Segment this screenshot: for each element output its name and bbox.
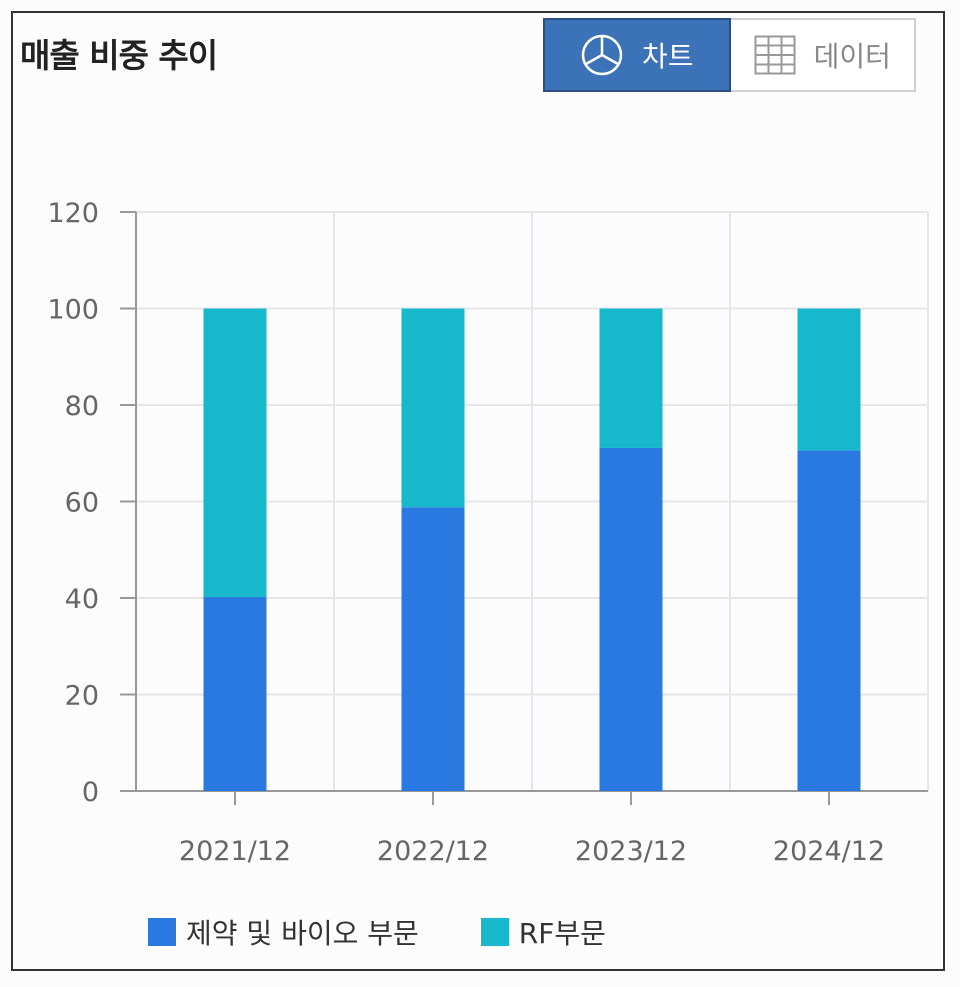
legend-item-series-1[interactable]: 제약 및 바이오 부문	[148, 912, 419, 952]
x-tick-label: 2022/12	[377, 836, 489, 867]
bar-2022-12-series-2	[401, 308, 465, 508]
x-tick-label: 2023/12	[575, 836, 687, 867]
y-tick-label: 120	[47, 198, 99, 229]
chart-view-button[interactable]: 차트	[543, 18, 731, 92]
legend-swatch-series-2	[480, 918, 509, 946]
y-tick-label: 100	[47, 295, 99, 326]
bar-2022-12-series-1	[401, 507, 465, 791]
x-tick-label: 2021/12	[179, 836, 291, 867]
data-view-button[interactable]: 데이터	[730, 18, 916, 92]
table-grid-icon	[754, 35, 796, 75]
chart-title: 매출 비중 추이	[20, 36, 218, 75]
chart-card	[11, 11, 945, 971]
bar-2021-12-series-2	[203, 308, 267, 598]
legend-label-series-1: 제약 및 바이오 부문	[186, 917, 419, 950]
x-tick-label: 2024/12	[773, 836, 885, 867]
y-tick-label: 80	[65, 391, 99, 422]
legend-swatch-series-1	[148, 918, 176, 946]
pie-chart-icon	[580, 33, 624, 77]
view-toggle: 차트 데이터	[543, 18, 916, 92]
y-tick-label: 0	[82, 777, 99, 808]
legend-item-series-2[interactable]: RF부문	[480, 912, 606, 952]
legend: 제약 및 바이오 부문 RF부문	[148, 912, 606, 952]
bar-2021-12-series-1	[203, 597, 267, 791]
legend-label-series-2: RF부문	[518, 917, 606, 950]
bar-2024-12-series-2	[797, 308, 861, 451]
y-tick-label: 20	[65, 681, 99, 712]
y-tick-label: 60	[65, 488, 99, 519]
bar-2023-12-series-1	[599, 447, 663, 791]
bar-2024-12-series-1	[797, 450, 861, 791]
data-view-label: 데이터	[813, 40, 891, 73]
chart-view-label: 차트	[641, 40, 694, 73]
bar-2023-12-series-2	[599, 308, 663, 448]
y-tick-label: 40	[65, 584, 99, 615]
